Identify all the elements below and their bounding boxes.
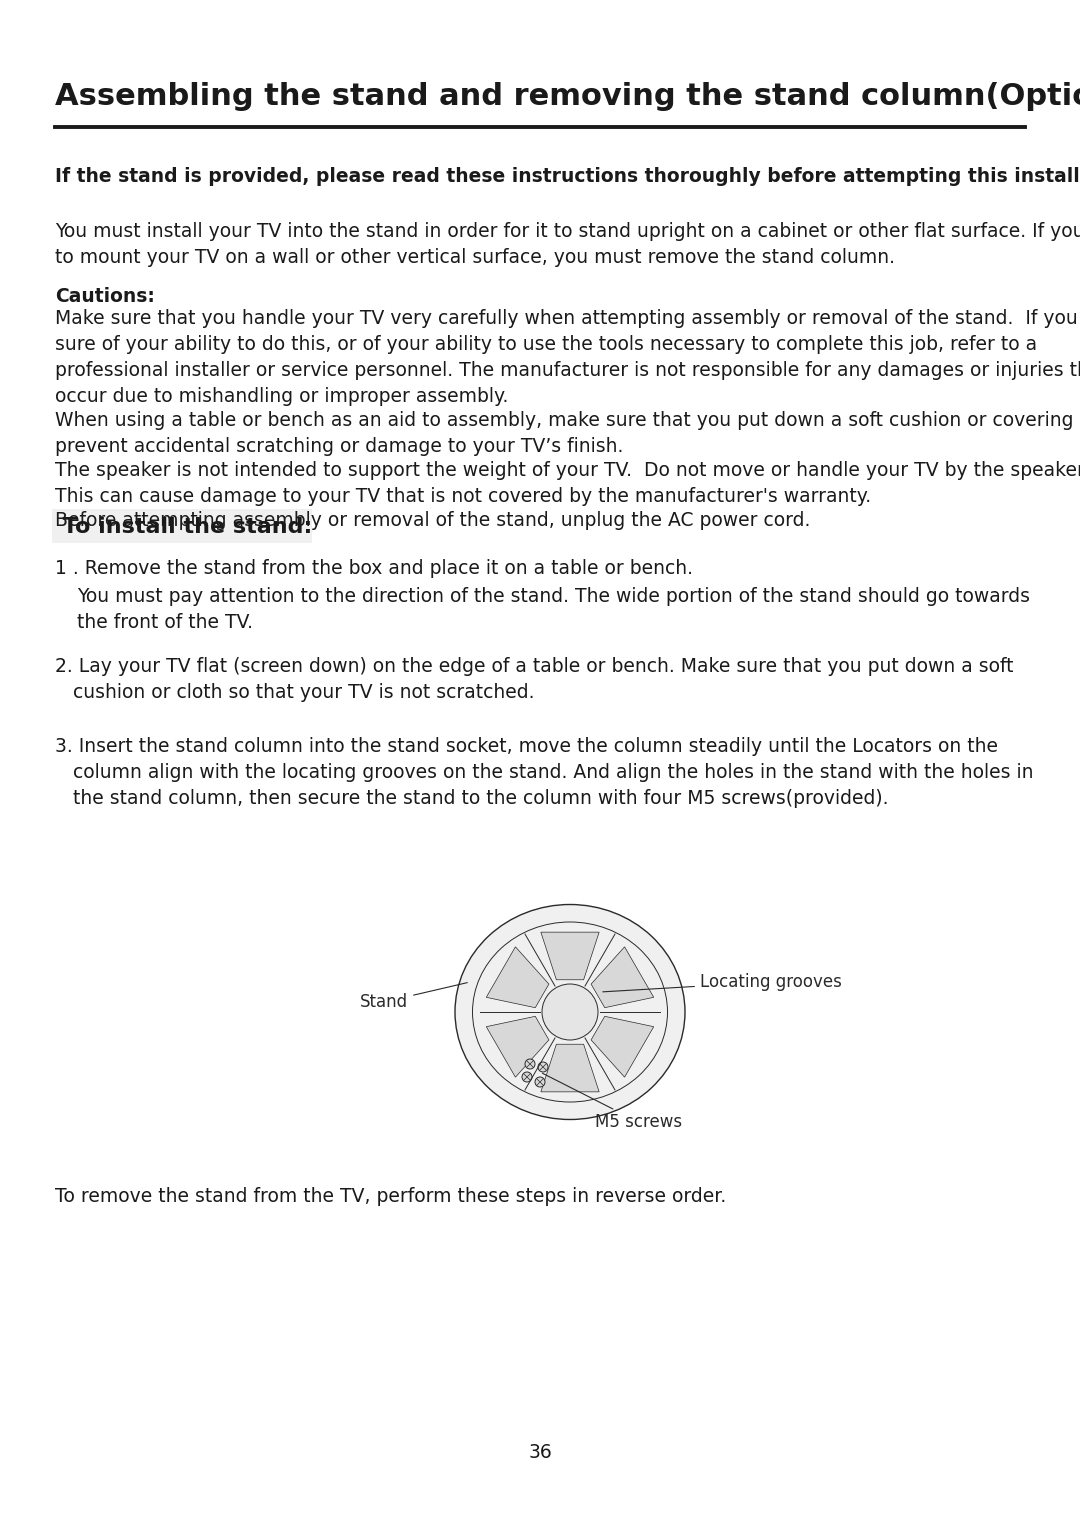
Text: Cautions:: Cautions: [55, 287, 154, 305]
Text: Assembling the stand and removing the stand column(Option): Assembling the stand and removing the st… [55, 82, 1080, 111]
Polygon shape [486, 947, 549, 1008]
Text: to mount your TV on a wall or other vertical surface, you must remove the stand : to mount your TV on a wall or other vert… [55, 247, 895, 267]
Text: 3. Insert the stand column into the stand socket, move the column steadily until: 3. Insert the stand column into the stan… [55, 738, 998, 756]
Circle shape [535, 1077, 545, 1087]
Bar [52, 508, 312, 544]
Circle shape [542, 983, 598, 1040]
Text: The speaker is not intended to support the weight of your TV.  Do not move or ha: The speaker is not intended to support t… [55, 461, 1080, 479]
Text: professional installer or service personnel. The manufacturer is not responsible: professional installer or service person… [55, 360, 1080, 380]
Text: prevent accidental scratching or damage to your TV’s finish.: prevent accidental scratching or damage … [55, 437, 623, 457]
Text: 1 . Remove the stand from the box and place it on a table or bench.: 1 . Remove the stand from the box and pl… [55, 559, 693, 579]
Text: Locating grooves: Locating grooves [603, 973, 842, 993]
Text: column align with the locating grooves on the stand. And align the holes in the : column align with the locating grooves o… [55, 764, 1034, 782]
Ellipse shape [455, 904, 685, 1119]
Text: 2. Lay your TV flat (screen down) on the edge of a table or bench. Make sure tha: 2. Lay your TV flat (screen down) on the… [55, 657, 1013, 676]
Text: To remove the stand from the TV, perform these steps in reverse order.: To remove the stand from the TV, perform… [55, 1186, 726, 1206]
Circle shape [522, 1072, 532, 1083]
Text: the stand column, then secure the stand to the column with four M5 screws(provid: the stand column, then secure the stand … [55, 789, 889, 808]
Text: To install the stand:: To install the stand: [55, 518, 312, 538]
Text: If the stand is provided, please read these instructions thoroughly before attem: If the stand is provided, please read th… [55, 166, 1080, 186]
Polygon shape [486, 1017, 549, 1077]
Text: sure of your ability to do this, or of your ability to use the tools necessary t: sure of your ability to do this, or of y… [55, 334, 1037, 354]
Text: You must pay attention to the direction of the stand. The wide portion of the st: You must pay attention to the direction … [77, 586, 1030, 606]
Text: Before attempting assembly or removal of the stand, unplug the AC power cord.: Before attempting assembly or removal of… [55, 512, 810, 530]
Text: This can cause damage to your TV that is not covered by the manufacturer's warra: This can cause damage to your TV that is… [55, 487, 872, 505]
Polygon shape [541, 1044, 599, 1092]
Text: the front of the TV.: the front of the TV. [77, 612, 253, 632]
Polygon shape [591, 947, 653, 1008]
Polygon shape [591, 1017, 653, 1077]
Circle shape [525, 1060, 535, 1069]
Text: 36: 36 [528, 1443, 552, 1461]
Circle shape [538, 1061, 548, 1072]
Text: Stand: Stand [360, 983, 468, 1011]
Text: When using a table or bench as an aid to assembly, make sure that you put down a: When using a table or bench as an aid to… [55, 411, 1080, 431]
Polygon shape [541, 931, 599, 980]
Text: cushion or cloth so that your TV is not scratched.: cushion or cloth so that your TV is not … [55, 683, 535, 702]
Text: occur due to mishandling or improper assembly.: occur due to mishandling or improper ass… [55, 386, 509, 406]
Text: You must install your TV into the stand in order for it to stand upright on a ca: You must install your TV into the stand … [55, 221, 1080, 241]
Text: Make sure that you handle your TV very carefully when attempting assembly or rem: Make sure that you handle your TV very c… [55, 308, 1080, 328]
Text: M5 screws: M5 screws [542, 1073, 683, 1132]
